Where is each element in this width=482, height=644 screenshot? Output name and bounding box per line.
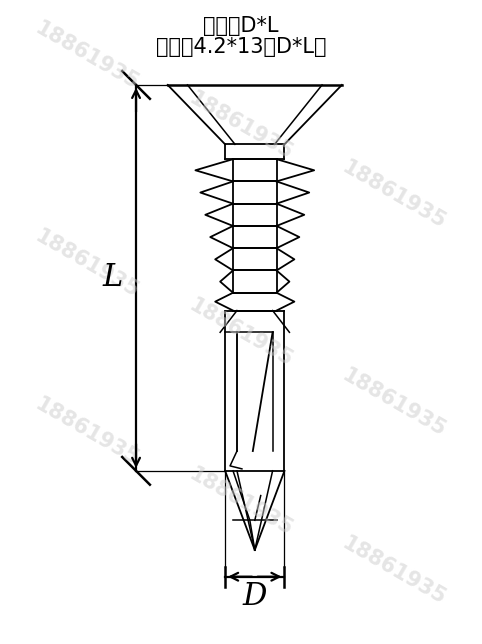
Text: 18861935: 18861935: [186, 296, 296, 371]
Text: 18861935: 18861935: [339, 157, 450, 232]
Text: 规格：D*L: 规格：D*L: [203, 15, 279, 35]
Text: 18861935: 18861935: [186, 464, 296, 539]
Text: 18861935: 18861935: [186, 88, 296, 163]
Text: 18861935: 18861935: [339, 365, 450, 440]
Text: D: D: [242, 581, 267, 612]
Text: 18861935: 18861935: [32, 394, 143, 470]
Text: 18861935: 18861935: [32, 226, 143, 301]
Text: 例如：4.2*13（D*L）: 例如：4.2*13（D*L）: [156, 37, 326, 57]
Text: 18861935: 18861935: [339, 533, 450, 609]
Text: 18861935: 18861935: [32, 19, 143, 94]
Text: L: L: [102, 262, 122, 294]
